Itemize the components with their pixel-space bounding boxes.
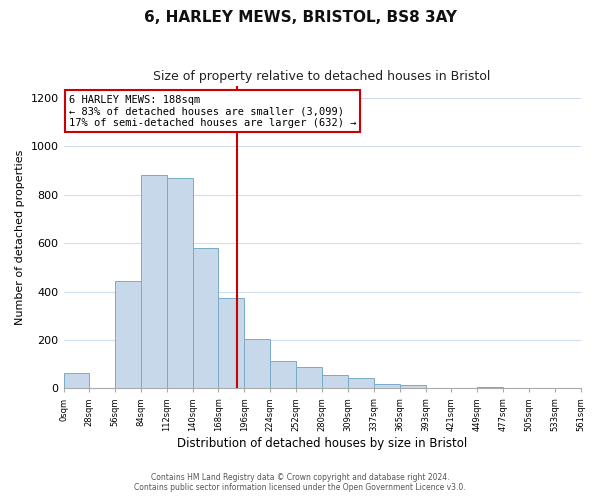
Text: 6 HARLEY MEWS: 188sqm
← 83% of detached houses are smaller (3,099)
17% of semi-d: 6 HARLEY MEWS: 188sqm ← 83% of detached … <box>69 94 356 128</box>
Bar <box>244 338 270 388</box>
Bar <box>400 385 425 388</box>
Bar <box>193 248 218 388</box>
Bar <box>477 387 503 388</box>
X-axis label: Distribution of detached houses by size in Bristol: Distribution of detached houses by size … <box>177 437 467 450</box>
Bar <box>115 280 141 388</box>
Bar <box>218 298 244 388</box>
Title: Size of property relative to detached houses in Bristol: Size of property relative to detached ho… <box>154 70 491 83</box>
Bar <box>167 178 193 388</box>
Bar <box>374 384 400 388</box>
Text: Contains HM Land Registry data © Crown copyright and database right 2024.
Contai: Contains HM Land Registry data © Crown c… <box>134 473 466 492</box>
Bar <box>296 367 322 388</box>
Bar <box>348 378 374 388</box>
Y-axis label: Number of detached properties: Number of detached properties <box>15 150 25 324</box>
Bar <box>322 375 348 388</box>
Bar <box>141 175 167 388</box>
Bar <box>64 372 89 388</box>
Bar <box>270 360 296 388</box>
Text: 6, HARLEY MEWS, BRISTOL, BS8 3AY: 6, HARLEY MEWS, BRISTOL, BS8 3AY <box>143 10 457 25</box>
